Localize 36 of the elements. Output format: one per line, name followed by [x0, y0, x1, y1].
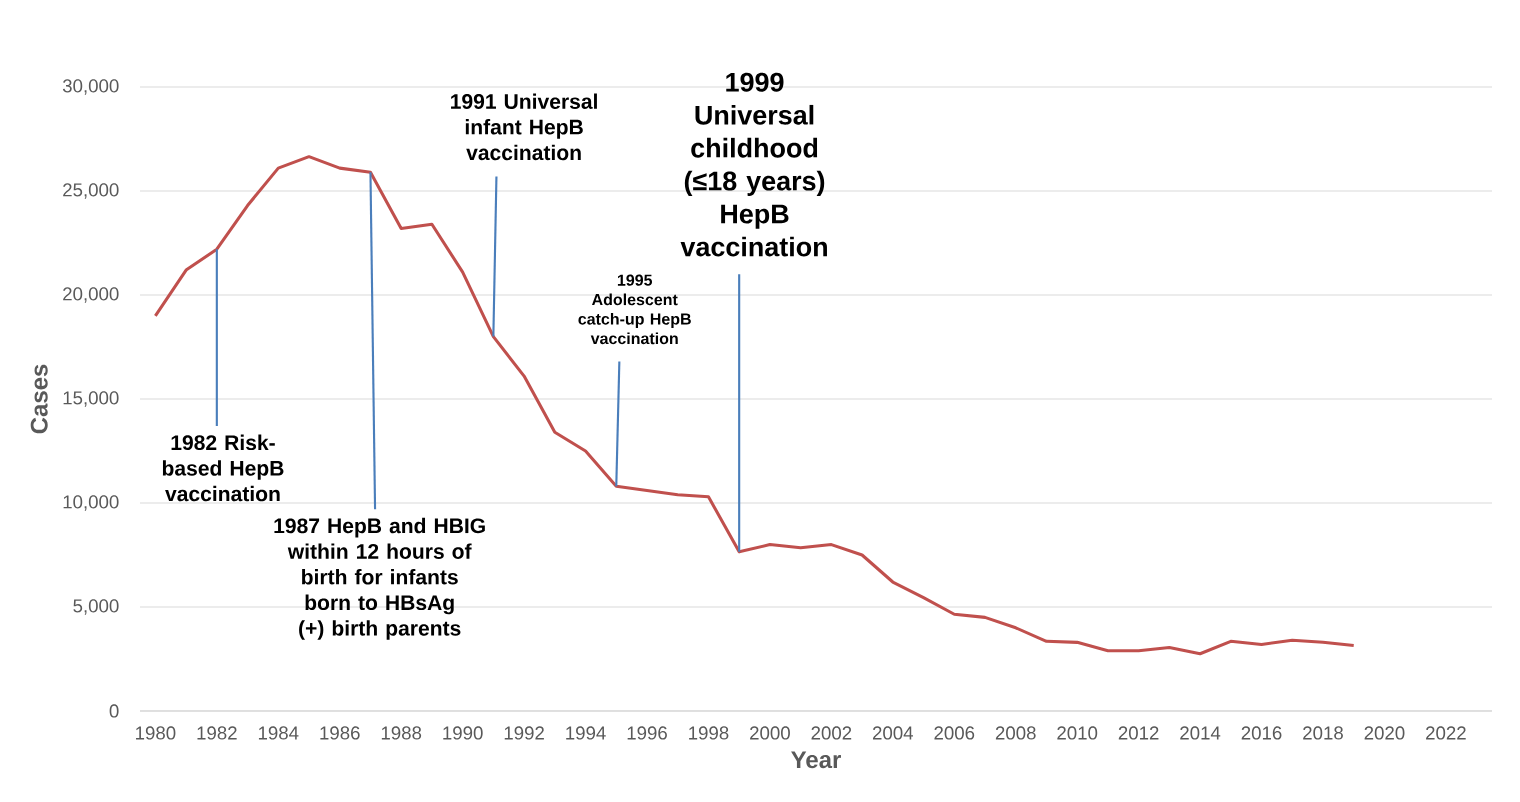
y-tick-label: 5,000 — [73, 599, 119, 615]
y-tick-label: 30,000 — [62, 79, 119, 95]
x-tick-label: 1980 — [136, 726, 176, 740]
x-tick-label: 1982 — [197, 726, 237, 740]
x-tick-label: 2014 — [1180, 726, 1221, 740]
x-tick-label: 2002 — [811, 726, 852, 740]
annotation: 1982 Risk-based HepB vaccination — [162, 434, 284, 502]
x-tick-label: 1986 — [320, 726, 360, 740]
y-tick-label: 10,000 — [63, 495, 119, 511]
x-tick-label: 1994 — [566, 726, 606, 740]
y-tick-label: 0 — [109, 704, 119, 718]
y-tick-label: 25,000 — [63, 183, 119, 199]
annotation: 1991 Universal infant HepB vaccination — [451, 93, 597, 161]
x-tick-label: 2022 — [1426, 726, 1466, 740]
x-tick-label: 1990 — [443, 726, 483, 740]
annotation: 1995 Adolescent catch-up HepB vaccination — [578, 274, 691, 345]
x-tick-label: 2004 — [872, 726, 914, 740]
annotation: 1999 Universal childhood (≤18 years) HepB vaccination — [680, 72, 827, 257]
x-tick-label: 2006 — [934, 726, 975, 740]
x-tick-label: 2000 — [750, 726, 790, 740]
x-tick-label: 2012 — [1118, 726, 1159, 740]
x-tick-label: 2018 — [1303, 726, 1343, 740]
x-tick-label: 2020 — [1364, 726, 1405, 740]
x-tick-label: 1996 — [627, 726, 667, 740]
x-tick-label: 2010 — [1057, 726, 1098, 740]
x-tick-label: 1988 — [381, 726, 422, 740]
annotation: 1987 HepB and HBIG within 12 hours of birth for infants born to HBsAg (+) birth parents — [274, 517, 485, 640]
x-tick-label: 2016 — [1241, 726, 1282, 740]
x-tick-label: 1998 — [689, 726, 729, 740]
x-axis-title: Year — [791, 751, 841, 769]
y-tick-label: 20,000 — [63, 287, 119, 303]
x-tick-label: 2008 — [995, 726, 1036, 740]
x-tick-label: 1984 — [258, 726, 299, 740]
y-axis-title: Cases — [30, 364, 48, 434]
y-tick-label: 15,000 — [63, 391, 119, 407]
x-tick-label: 1992 — [504, 726, 544, 740]
